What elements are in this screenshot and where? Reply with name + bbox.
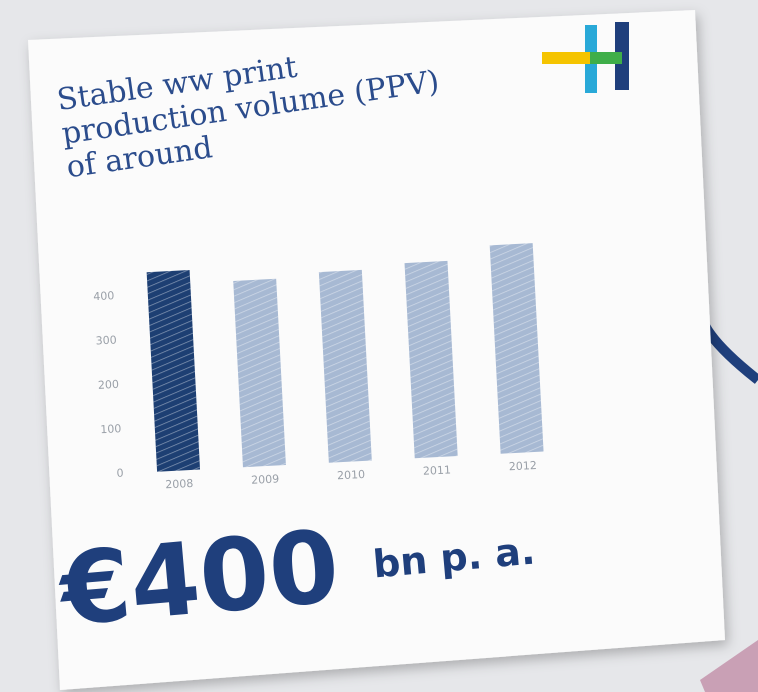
bar-texture	[404, 260, 458, 459]
x-tick-label: 2009	[251, 472, 280, 486]
chart: 0 100 200 300 400 2008 2009 2010 2011 2012	[93, 243, 544, 491]
paper	[28, 10, 725, 690]
y-tick-label: 0	[116, 466, 124, 479]
decor-corner	[700, 640, 758, 692]
x-tick-label: 2008	[165, 477, 194, 491]
bar-texture	[233, 278, 286, 468]
logo	[542, 22, 629, 93]
headline: €400	[54, 508, 343, 649]
y-tick-label: 100	[100, 422, 122, 436]
bar-texture	[318, 269, 372, 463]
x-tick-label: 2010	[337, 468, 366, 482]
x-tick-label: 2012	[508, 459, 537, 473]
bar-texture	[489, 243, 544, 454]
y-tick-label: 400	[93, 289, 115, 303]
y-tick-label: 200	[98, 378, 120, 392]
y-tick-label: 300	[95, 333, 117, 347]
x-tick-label: 2011	[423, 463, 452, 477]
bar-texture	[146, 269, 201, 472]
